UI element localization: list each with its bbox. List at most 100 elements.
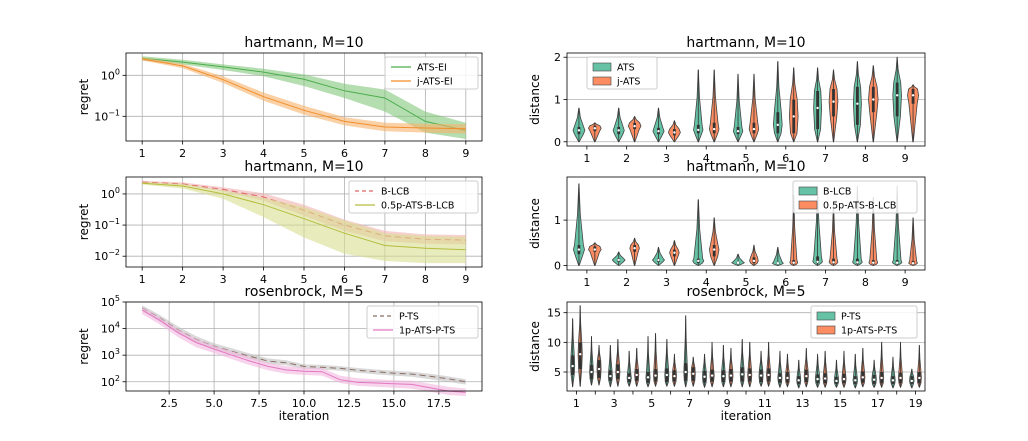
violin-median <box>854 379 857 382</box>
violin-median <box>759 374 763 377</box>
legend-label: B-LCB <box>381 187 409 198</box>
violin-median <box>786 376 789 380</box>
violin-median <box>627 376 631 380</box>
violin-median <box>778 376 782 380</box>
violin-median <box>673 374 676 378</box>
x-tick-label: 5 <box>301 147 308 160</box>
violin-median <box>835 379 838 383</box>
violin-panel-4: 0 1 1 2 3 4 5 6 7 8 9 hartmann, M=10 distance B-LCB 0.… <box>528 159 926 289</box>
x-tick-label: 1 <box>583 152 590 165</box>
confidence-band-1 <box>142 182 466 264</box>
violin-median <box>616 370 620 374</box>
axes-frame <box>566 301 926 392</box>
y-axis-label: distance <box>528 74 542 125</box>
y-axis-label: distance <box>528 198 542 249</box>
y-tick-label: 10−1 <box>94 108 120 123</box>
legend-swatch <box>798 200 818 210</box>
y-tick-label: 5 <box>554 366 561 379</box>
x-tick-label: 5 <box>743 152 750 165</box>
violin-median <box>673 131 676 134</box>
y-tick-label: 2 <box>554 51 561 64</box>
y-tick-label: 104 <box>101 321 120 336</box>
x-tick-label: 7 <box>822 276 829 289</box>
violin-median <box>657 258 660 262</box>
x-tick-label: 2 <box>179 273 186 286</box>
x-tick-label: 15.0 <box>382 397 407 410</box>
violin-median <box>577 129 581 132</box>
legend-label: ATS <box>617 63 635 74</box>
violin-median <box>633 247 636 250</box>
x-tick-label: 4 <box>703 152 710 165</box>
x-tick-label: 7 <box>822 152 829 165</box>
violin-median <box>593 127 597 130</box>
x-tick-label: 7 <box>381 147 388 160</box>
violin-median <box>722 374 725 378</box>
violin-median <box>832 261 835 264</box>
x-tick-label: 2 <box>623 276 630 289</box>
x-tick-label: 5 <box>648 397 655 410</box>
violin-median <box>895 94 899 97</box>
x-tick-label: 17.5 <box>427 397 452 410</box>
y-tick-label: 103 <box>101 347 120 362</box>
violin-median <box>899 376 902 380</box>
x-tick-label: 5 <box>743 276 750 289</box>
violin-median <box>895 261 899 264</box>
x-tick-label: 3 <box>611 397 618 410</box>
x-tick-label: 2 <box>179 147 186 160</box>
axes-frame <box>566 176 926 271</box>
violin-median <box>617 258 620 262</box>
axes-frame <box>125 301 483 392</box>
line-panel-1: 1 2 3 4 5 6 7 8 9 100 10−1 10−2 hartmann, M=10 regret… <box>77 159 483 286</box>
violin-median <box>710 374 714 377</box>
y-axis-label: distance <box>528 321 542 372</box>
x-tick-label: 19 <box>909 397 923 410</box>
violin-median <box>684 370 687 374</box>
violin-median <box>911 261 915 265</box>
legend-label: ATS-EI <box>417 63 447 74</box>
series-line-1 <box>142 182 466 251</box>
violin-median <box>748 373 751 377</box>
violin-median <box>918 376 921 380</box>
violin-median <box>823 377 827 380</box>
legend-label: B-LCB <box>823 187 851 198</box>
chart-title: hartmann, M=10 <box>686 35 805 51</box>
legend-swatch <box>592 62 612 72</box>
y-tick-label: 100 <box>101 67 120 82</box>
legend-label: P-TS <box>841 312 861 323</box>
x-tick-label: 12.5 <box>337 397 362 410</box>
violin-median <box>832 100 835 103</box>
violin-median <box>861 376 865 379</box>
y-tick-label: 1 <box>554 214 561 227</box>
chart-title: rosenbrock, M=5 <box>244 284 363 300</box>
y-axis-label: regret <box>77 203 91 240</box>
x-tick-label: 8 <box>862 276 869 289</box>
chart-title: rosenbrock, M=5 <box>686 284 805 300</box>
violin-median <box>657 130 660 133</box>
violin-median <box>767 373 770 377</box>
legend-label: 1p-ATS-P-TS <box>399 326 455 337</box>
violin-median <box>633 124 636 128</box>
series-line-0 <box>142 57 466 131</box>
y-tick-label: 0 <box>554 136 561 149</box>
x-tick-label: 7 <box>381 273 388 286</box>
x-tick-label: 8 <box>862 152 869 165</box>
y-tick-label: 102 <box>101 374 120 389</box>
violin-median <box>776 261 780 265</box>
violin-median <box>752 259 756 263</box>
violin-median <box>752 127 756 131</box>
x-tick-label: 6 <box>782 152 789 165</box>
x-tick-label: 1 <box>139 147 146 160</box>
violin-median <box>635 373 638 377</box>
y-tick-label: 10−1 <box>94 217 120 232</box>
violin-median <box>654 374 657 377</box>
violin-median <box>736 261 740 264</box>
violin-median <box>712 127 716 131</box>
violin-iqr <box>776 112 780 134</box>
confidence-band-1 <box>142 307 466 397</box>
violin-median <box>597 367 601 371</box>
x-tick-label: 3 <box>220 147 227 160</box>
x-tick-label: 13 <box>796 397 810 410</box>
violin-median <box>617 129 620 132</box>
violin-median <box>697 128 700 132</box>
x-tick-label: 2.5 <box>160 397 178 410</box>
